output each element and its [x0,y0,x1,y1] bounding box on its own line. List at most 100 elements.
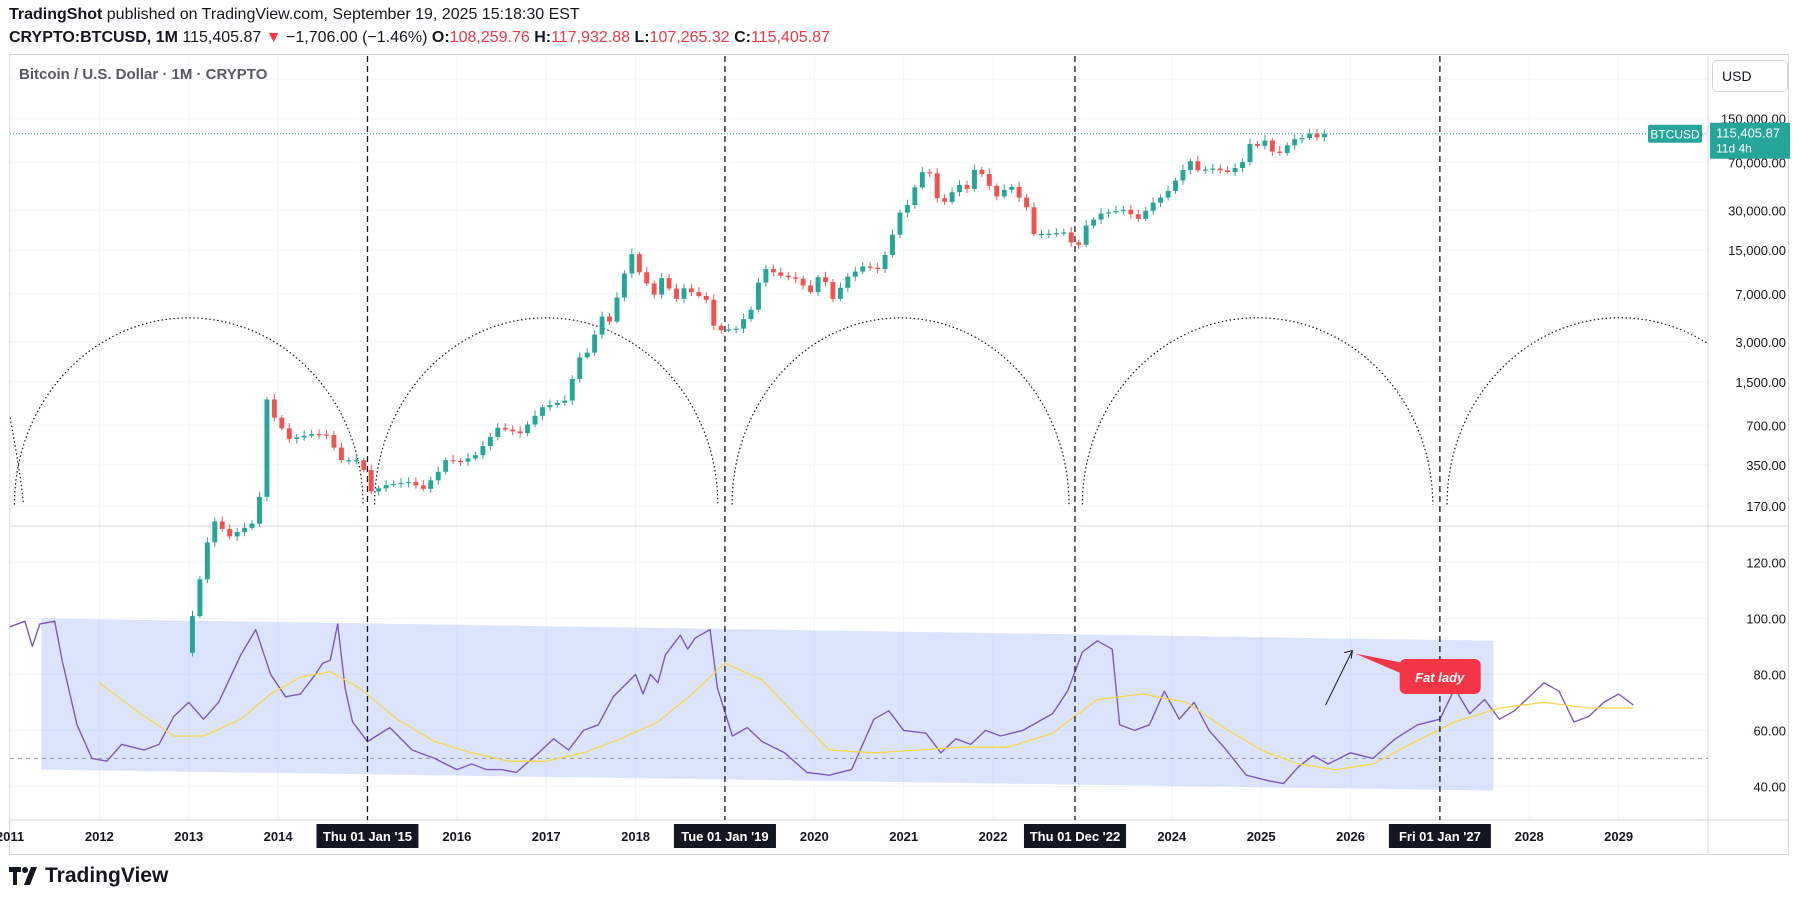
candle-body [219,521,225,529]
price-tick-label: 700.00 [1746,418,1786,433]
candle-body [1269,140,1275,152]
candle-body [800,278,806,286]
rsi-ma-line [98,662,1634,771]
candle-body [264,399,270,497]
candle-body [1046,233,1052,236]
candle-body [756,282,761,310]
candle-body [904,205,910,213]
open-label: O: [431,29,450,46]
candle-body [517,431,523,434]
rsi-tick-label: 120.00 [1746,555,1786,570]
tradingview-logo[interactable]: TradingView [9,864,168,888]
candle-body [979,169,985,175]
cycle-arc [374,317,719,505]
rsi-tick-label: 60.00 [1753,723,1786,738]
candle-body [1322,133,1327,138]
candle-body [726,329,732,331]
change-arrow-icon: ▼ [265,29,282,46]
publisher-name[interactable]: TradingShot [9,6,103,23]
candle-body [309,434,315,436]
chart-legend-title[interactable]: Bitcoin / U.S. Dollar · 1M · CRYPTO [19,66,268,83]
high-label: H: [534,29,552,46]
x-tick-label: 2025 [1247,829,1276,844]
candle-body [897,212,903,235]
candle-body [473,455,478,459]
x-marker-label: Tue 01 Jan '19 [681,829,768,844]
cycle-arc [13,317,364,505]
x-tick-label: 2016 [442,829,471,844]
candle-body [629,254,635,274]
candle-body [1232,168,1238,173]
symbol-badge-bg [1648,124,1702,143]
candles [10,128,1708,657]
x-marker-bg [316,824,419,848]
x-tick-label: 2013 [174,829,203,844]
annotation-arrow [1325,650,1353,706]
x-marker-label: Thu 01 Jan '15 [323,829,412,844]
x-marker-label: Thu 01 Dec '22 [1030,829,1121,844]
candle-body [487,436,493,447]
candle-body [197,579,203,617]
candle-body [338,447,344,461]
close-value: 115,405.87 [750,29,830,46]
candle-body [286,428,292,440]
x-tick-label: 2028 [1515,829,1544,844]
candle-body [688,288,694,293]
candle-body [1016,186,1022,198]
symbol-label: CRYPTO:BTCUSD, 1M [9,29,178,46]
candle-body [815,277,821,293]
cycle-vlines [366,56,1441,820]
x-tick-label: 2020 [800,829,829,844]
candle-body [257,496,262,524]
candle-body [554,402,560,405]
candle-body [1262,140,1268,146]
candle-body [614,297,620,322]
cycle-arc [731,317,1070,505]
ohlc-header: CRYPTO:BTCUSD, 1M 115,405.87 ▼ −1,706.00… [9,29,830,47]
x-tick-label: 2024 [1157,829,1187,844]
candle-body [234,532,240,537]
candle-body [413,481,419,486]
currency-button[interactable]: USD [1712,60,1788,92]
candle-body [808,285,814,293]
candle-body [644,272,650,284]
rsi-channel [10,618,1708,791]
cycle-arc [1081,317,1434,505]
candle-body [1009,186,1015,190]
candle-body [532,415,538,425]
candle-body [711,299,717,326]
candle-body [674,288,679,299]
candle-body [1091,219,1097,226]
candle-body [733,328,739,330]
candle-body [823,277,828,283]
x-tick-label: 2011 [0,829,24,844]
candle-body [1195,161,1201,171]
candle-body [1068,232,1074,243]
candle-body [927,172,933,174]
candle-body [1135,214,1141,219]
candle-body [942,198,948,202]
x-tick-label: 2026 [1336,829,1365,844]
candle-body [636,254,642,273]
candle-body [1314,133,1320,138]
candle-body [271,399,277,418]
candle-body [1053,233,1059,235]
candle-body [569,378,575,401]
x-marker-bg [673,824,776,848]
annotation-callout-bg [1399,659,1481,694]
candle-body [435,471,441,481]
candle-body [1202,169,1208,171]
candle-body [1039,233,1044,236]
tradingview-wordmark: TradingView [45,864,169,887]
candle-body [480,446,486,456]
price-tick-label: 3,000.00 [1735,335,1786,350]
fat-lady-annotation: Fat lady [1325,649,1481,706]
candle-body [1143,210,1149,219]
candle-body [324,434,329,436]
candle-body [949,192,955,202]
candle-body [368,469,374,492]
candle-body [458,460,464,463]
rsi-tick-label: 100.00 [1746,611,1786,626]
price-tick-label: 170.00 [1746,499,1786,514]
